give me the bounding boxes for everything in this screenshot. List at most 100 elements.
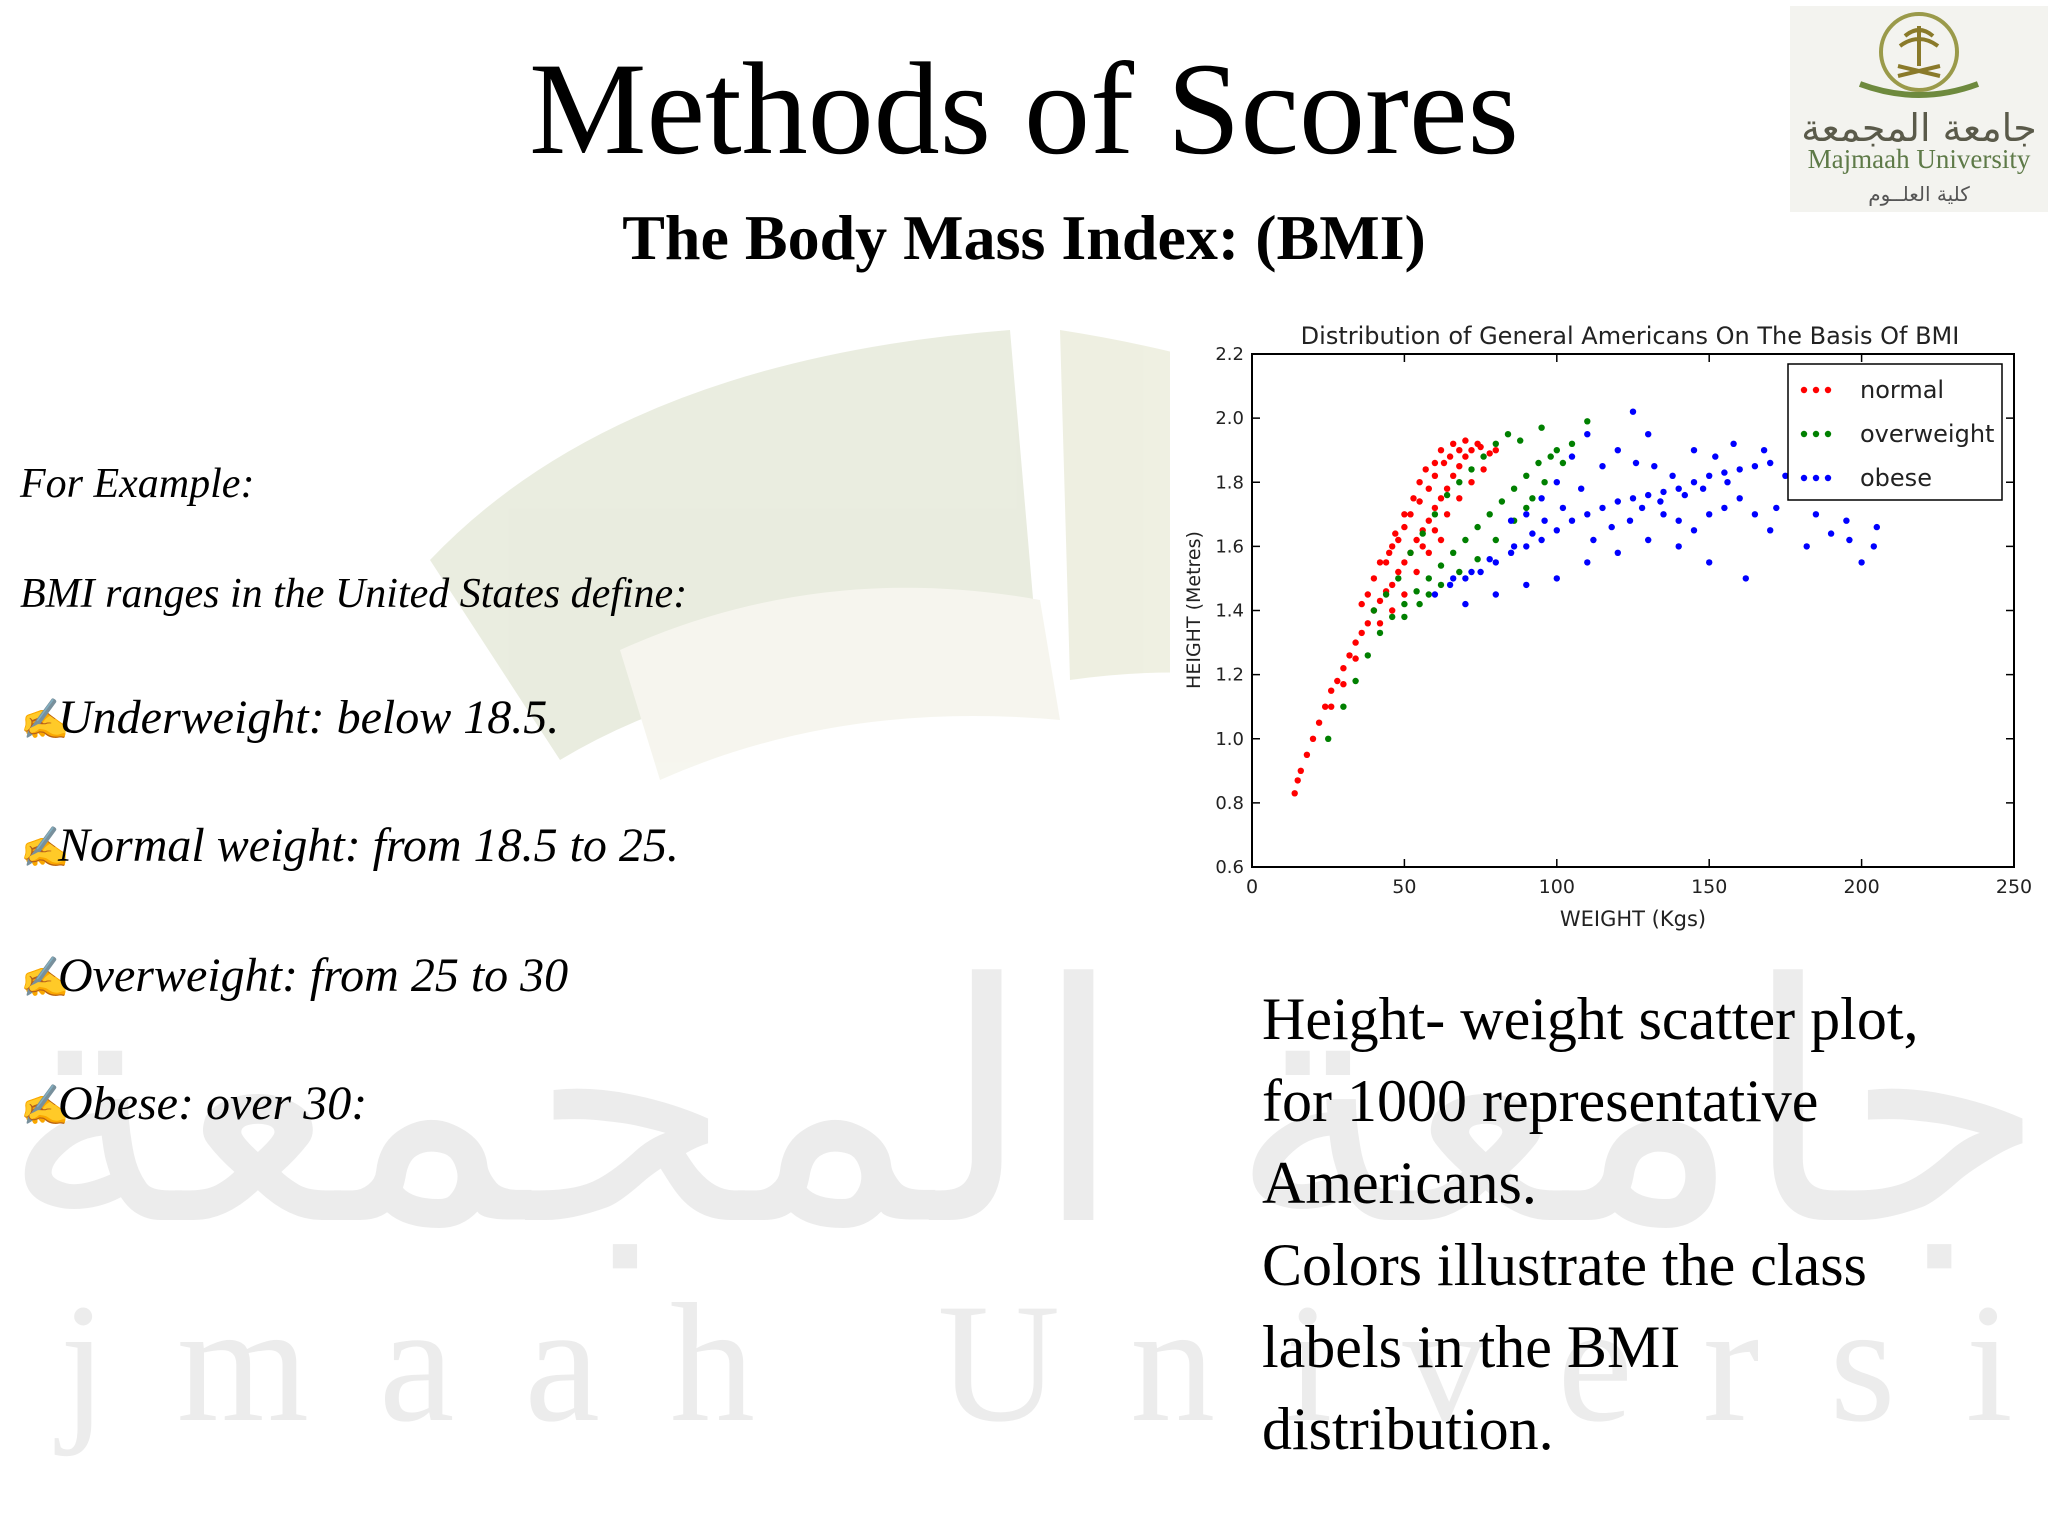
scatter-point-overweight: [1523, 504, 1530, 512]
scatter-point-obese: [1645, 431, 1652, 438]
scatter-point-overweight: [1456, 479, 1463, 486]
slide-subtitle: The Body Mass Index: (BMI): [622, 202, 1426, 273]
scatter-point-overweight: [1584, 418, 1591, 425]
scatter-point-overweight: [1401, 613, 1408, 621]
scatter-point-overweight: [1517, 437, 1524, 444]
legend-marker-obese: [1812, 474, 1820, 482]
scatter-point-obese: [1690, 527, 1698, 534]
scatter-point-normal: [1450, 440, 1457, 447]
scatter-point-obese: [1767, 527, 1774, 534]
scatter-point-normal: [1480, 466, 1487, 473]
range-item-normal: ✍Normal weight: from 18.5 to 25.: [20, 818, 679, 873]
scatter-point-normal: [1440, 459, 1448, 467]
y-tick-label: 1.4: [1215, 601, 1244, 622]
bmi-scatter-chart: Distribution of General Americans On The…: [1170, 310, 2040, 940]
scatter-point-obese: [1690, 447, 1698, 454]
scatter-point-overweight: [1568, 440, 1576, 447]
scatter-point-overweight: [1425, 591, 1432, 598]
scatter-point-normal: [1392, 530, 1399, 537]
scatter-point-overweight: [1504, 431, 1512, 438]
legend-label-overweight: overweight: [1860, 420, 1994, 448]
range-item-label: Overweight: from 25 to 30: [58, 949, 569, 1002]
range-item-underweight: ✍Underweight: below 18.5.: [20, 690, 559, 745]
scatter-point-overweight: [1538, 424, 1545, 431]
scatter-point-obese: [1675, 485, 1682, 492]
scatter-point-overweight: [1559, 459, 1567, 467]
scatter-point-normal: [1376, 620, 1384, 627]
x-tick-label: 200: [1843, 876, 1879, 898]
scatter-point-normal: [1395, 568, 1402, 576]
scatter-point-overweight: [1553, 447, 1560, 454]
scatter-point-obese: [1629, 408, 1637, 415]
x-tick-label: 100: [1539, 876, 1575, 898]
scatter-point-overweight: [1541, 479, 1548, 486]
scatter-point-obese: [1675, 517, 1682, 524]
scatter-point-obese: [1529, 530, 1536, 537]
watermark-book-page-icon: [620, 587, 1060, 780]
scatter-point-normal: [1303, 751, 1311, 758]
scatter-point-normal: [1395, 536, 1402, 544]
scatter-point-overweight: [1419, 530, 1426, 537]
scatter-point-obese: [1724, 479, 1731, 486]
scatter-point-normal: [1443, 511, 1451, 518]
scatter-point-obese: [1706, 559, 1713, 566]
scatter-point-obese: [1660, 511, 1667, 518]
scatter-point-obese: [1751, 511, 1759, 518]
scatter-point-normal: [1334, 677, 1341, 685]
scatter-point-overweight: [1498, 498, 1506, 505]
scatter-point-normal: [1352, 639, 1359, 646]
legend-marker-obese: [1800, 474, 1808, 482]
scatter-point-obese: [1706, 511, 1713, 518]
scatter-point-normal: [1364, 620, 1371, 627]
caption-line: labels in the BMI: [1262, 1314, 1681, 1380]
legend-marker-normal: [1800, 386, 1808, 394]
scatter-point-normal: [1401, 559, 1408, 566]
scatter-point-normal: [1340, 665, 1347, 672]
y-tick-label: 2.2: [1215, 344, 1244, 365]
scatter-point-normal: [1382, 559, 1390, 566]
logo-english-name: Majmaah University: [1807, 144, 2031, 174]
legend-marker-normal: [1812, 386, 1820, 394]
scatter-point-normal: [1328, 703, 1335, 710]
y-tick-label: 1.6: [1215, 536, 1244, 557]
scatter-point-obese: [1599, 463, 1606, 470]
caption-line: distribution.: [1262, 1396, 1554, 1462]
scatter-point-obese: [1712, 453, 1719, 460]
scatter-point-obese: [1626, 517, 1634, 524]
scatter-point-obese: [1846, 536, 1853, 544]
scatter-point-overweight: [1413, 588, 1420, 595]
scatter-point-obese: [1614, 549, 1621, 556]
scatter-point-obese: [1690, 479, 1698, 486]
scatter-point-obese: [1699, 485, 1707, 492]
range-item-obese: ✍Obese: over 30:: [20, 1076, 367, 1131]
scatter-point-overweight: [1492, 536, 1499, 544]
scatter-point-normal: [1492, 447, 1499, 454]
scatter-point-obese: [1510, 543, 1518, 550]
scatter-point-obese: [1660, 488, 1667, 496]
scatter-point-normal: [1456, 495, 1463, 502]
scatter-point-overweight: [1474, 556, 1481, 563]
scatter-point-obese: [1584, 511, 1591, 518]
logo-arabic-name: جامعة المجمعة: [1801, 106, 2037, 150]
scatter-point-overweight: [1370, 607, 1378, 614]
scatter-point-normal: [1462, 437, 1469, 444]
scatter-point-overweight: [1382, 591, 1390, 598]
y-tick-label: 2.0: [1215, 408, 1244, 429]
legend-marker-overweight: [1824, 430, 1832, 438]
scatter-point-overweight: [1325, 735, 1332, 742]
scatter-point-obese: [1721, 504, 1728, 512]
scatter-point-normal: [1389, 607, 1396, 614]
scatter-point-obese: [1477, 568, 1484, 576]
scatter-point-obese: [1507, 549, 1515, 556]
scatter-point-normal: [1437, 536, 1445, 544]
scatter-point-normal: [1389, 581, 1396, 589]
scatter-point-obese: [1541, 517, 1548, 524]
scatter-point-overweight: [1486, 511, 1493, 518]
scatter-point-normal: [1450, 472, 1457, 479]
scatter-point-obese: [1462, 600, 1469, 608]
scatter-point-obese: [1736, 466, 1743, 473]
scatter-point-obese: [1651, 463, 1658, 470]
scatter-point-obese: [1645, 491, 1652, 499]
scatter-point-obese: [1614, 447, 1621, 454]
y-tick-label: 1.0: [1215, 729, 1244, 750]
